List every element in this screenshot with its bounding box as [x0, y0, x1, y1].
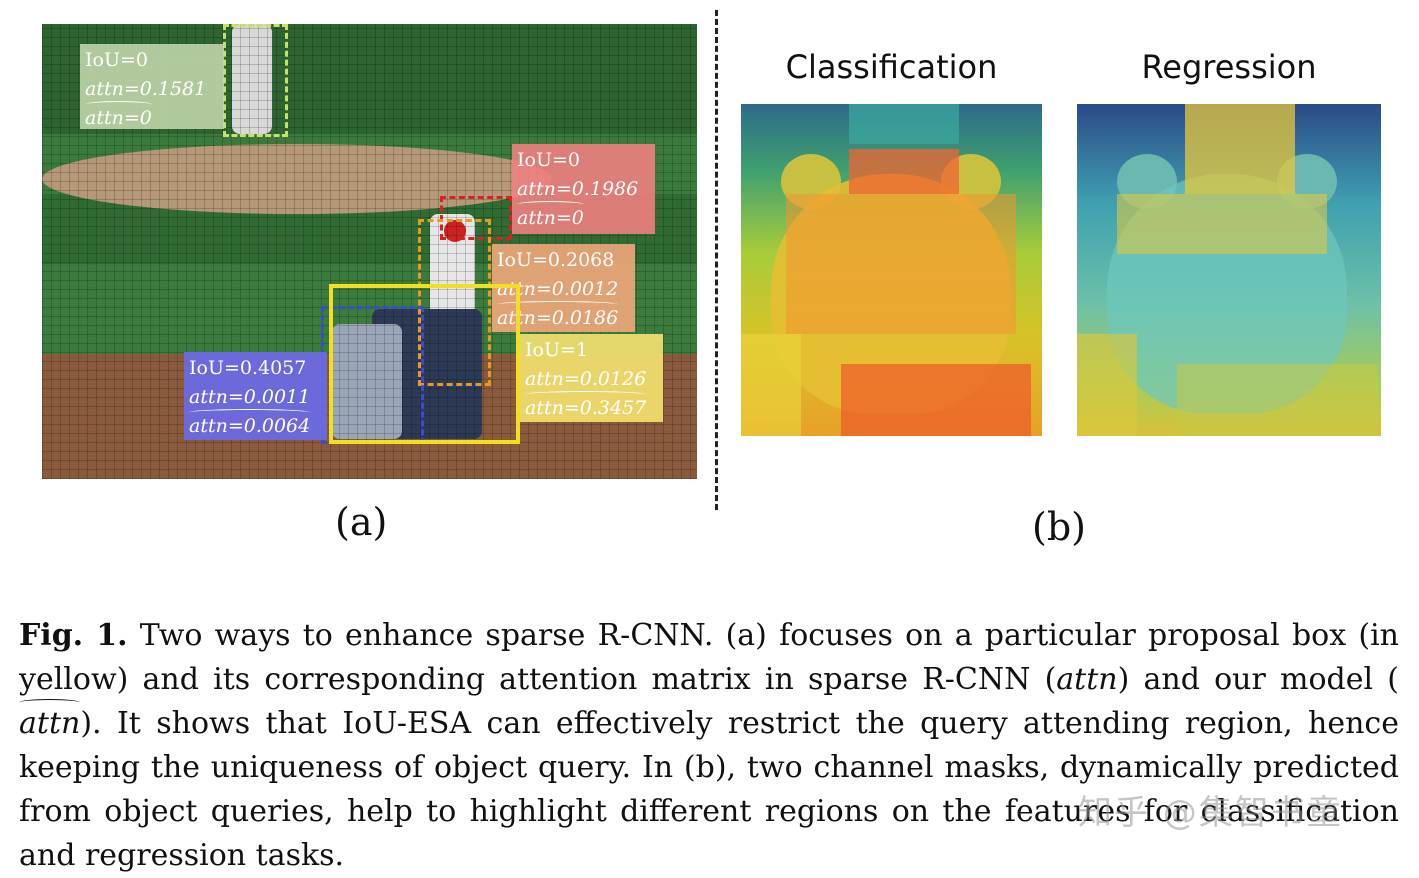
proposal-box-yellow — [329, 284, 520, 444]
classification-heatmap — [741, 104, 1042, 436]
regression-title: Regression — [1141, 48, 1317, 86]
iou-text: IoU=0 — [85, 49, 148, 71]
watermark: 知乎 @集智书童 — [1078, 793, 1343, 833]
baseball-photo: IoU=0 attn=0.1581 attn=0 IoU=0 attn=0.19… — [42, 24, 697, 479]
sublabel-a: (a) — [335, 500, 388, 544]
caption-text: ). It shows that IoU-ESA can effectively… — [19, 706, 1399, 873]
pitcher-figure — [232, 24, 272, 134]
attn-text: attn=0.0011 — [189, 386, 311, 408]
iou-text: IoU=1 — [525, 339, 588, 361]
classification-title: Classification — [785, 48, 998, 86]
catcher-figure — [332, 324, 402, 439]
caption-attn: attn — [1056, 662, 1118, 697]
label-red: IoU=0 attn=0.1986 attn=0 — [512, 144, 655, 234]
figure-caption: Fig. 1. Two ways to enhance sparse R-CNN… — [19, 614, 1399, 878]
figure-label: Fig. 1. — [19, 618, 128, 653]
label-green: IoU=0 attn=0.1581 attn=0 — [80, 44, 224, 129]
proposal-box-green — [223, 24, 288, 137]
iou-text: IoU=0.2068 — [497, 249, 615, 271]
label-blue: IoU=0.4057 attn=0.0011 attn=0.0064 — [184, 352, 327, 440]
pitcher-mound — [42, 144, 552, 214]
attn-hat-text: attn=0.0186 — [497, 301, 619, 333]
sublabel-b: (b) — [1032, 505, 1086, 549]
caption-text: ) and our model ( — [1117, 662, 1399, 697]
attn-hat-text: attn=0 — [85, 101, 152, 133]
panel-divider — [715, 10, 718, 510]
attn-hat-text: attn=0 — [517, 201, 584, 233]
batter-helmet — [444, 220, 466, 242]
proposal-box-red — [440, 196, 512, 240]
caption-attn-hat: attn — [19, 699, 81, 746]
attn-hat-text: attn=0.3457 — [525, 391, 647, 423]
attn-text: attn=0.0126 — [525, 368, 647, 390]
caption-text: Two ways to enhance sparse R-CNN. (a) fo… — [19, 618, 1399, 697]
iou-text: IoU=0.4057 — [189, 357, 307, 379]
attn-text: attn=0.1986 — [517, 178, 639, 200]
label-yellow: IoU=1 attn=0.0126 attn=0.3457 — [520, 334, 663, 422]
regression-heatmap — [1077, 104, 1381, 436]
attn-text: attn=0.1581 — [85, 78, 207, 100]
proposal-box-orange — [418, 219, 491, 386]
attn-hat-text: attn=0.0064 — [189, 409, 311, 441]
iou-text: IoU=0 — [517, 149, 580, 171]
label-orange: IoU=0.2068 attn=0.0012 attn=0.0186 — [492, 244, 635, 332]
attn-text: attn=0.0012 — [497, 278, 619, 300]
